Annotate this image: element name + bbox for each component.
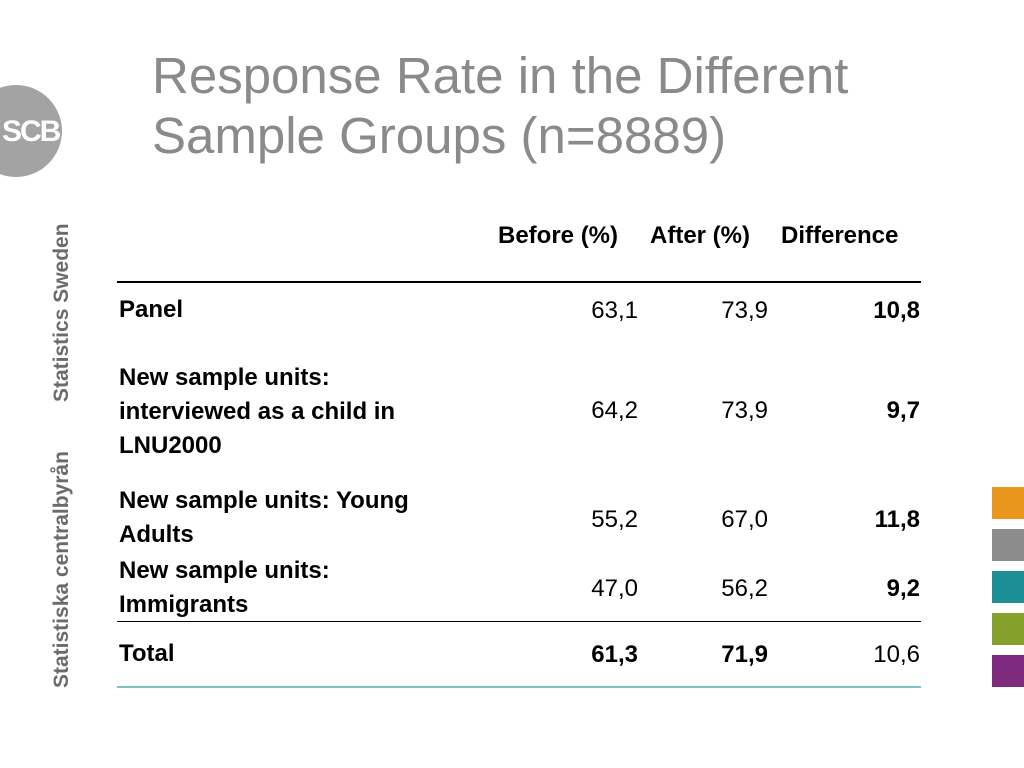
cell-after: 73,9	[721, 397, 768, 424]
header-difference: Difference	[781, 222, 899, 249]
cell-difference: 9,2	[886, 575, 920, 602]
total-before: 61,3	[591, 641, 638, 668]
logo-text: SCB	[2, 115, 61, 148]
row-label-line: Adults	[119, 521, 194, 548]
row-label-immigrants: New sample units: Immigrants	[119, 554, 330, 622]
title-line-1: Response Rate in the Different	[152, 47, 849, 104]
row-label-line: LNU2000	[119, 432, 222, 459]
cell-after: 67,0	[721, 506, 768, 533]
scb-logo: SCB	[0, 85, 62, 177]
color-square-green	[992, 613, 1024, 645]
row-label-panel: Panel	[119, 293, 183, 327]
vertical-text-english: Statistics Sweden	[50, 223, 73, 402]
row-label-total: Total	[119, 640, 175, 667]
row-label-line: New sample units:	[119, 557, 330, 584]
cell-before: 63,1	[591, 297, 638, 324]
cell-after: 73,9	[721, 297, 768, 324]
cell-before: 55,2	[591, 506, 638, 533]
header-rule	[117, 281, 921, 283]
color-square-gray	[992, 529, 1024, 561]
title-line-2: Sample Groups (n=8889)	[152, 107, 727, 164]
total-difference: 10,6	[873, 641, 920, 668]
row-label-line: Immigrants	[119, 591, 249, 618]
total-rule	[117, 621, 921, 622]
row-label-line: Panel	[119, 296, 184, 323]
row-label-line: interviewed as a child in	[119, 398, 396, 425]
slide-title: Response Rate in the Different Sample Gr…	[152, 46, 848, 166]
cell-after: 56,2	[721, 575, 768, 602]
table-bottom-rule	[117, 686, 921, 688]
cell-before: 47,0	[591, 575, 638, 602]
row-label-line: New sample units: Young	[119, 487, 409, 514]
cell-difference: 11,8	[874, 506, 920, 533]
cell-before: 64,2	[591, 397, 638, 424]
vertical-text-swedish: Statistiska centralbyrån	[50, 451, 73, 688]
cell-difference: 9,7	[886, 397, 920, 424]
total-after: 71,9	[721, 641, 768, 668]
color-square-purple	[992, 655, 1024, 687]
cell-difference: 10,8	[873, 297, 920, 324]
header-after: After (%)	[650, 222, 750, 249]
color-square-teal	[992, 571, 1024, 603]
row-label-young-adults: New sample units: Young Adults	[119, 484, 409, 552]
color-square-orange	[992, 487, 1024, 519]
row-label-line: New sample units:	[119, 364, 330, 391]
row-label-child-lnu2000: New sample units: interviewed as a child…	[119, 361, 395, 463]
header-before: Before (%)	[498, 222, 619, 249]
